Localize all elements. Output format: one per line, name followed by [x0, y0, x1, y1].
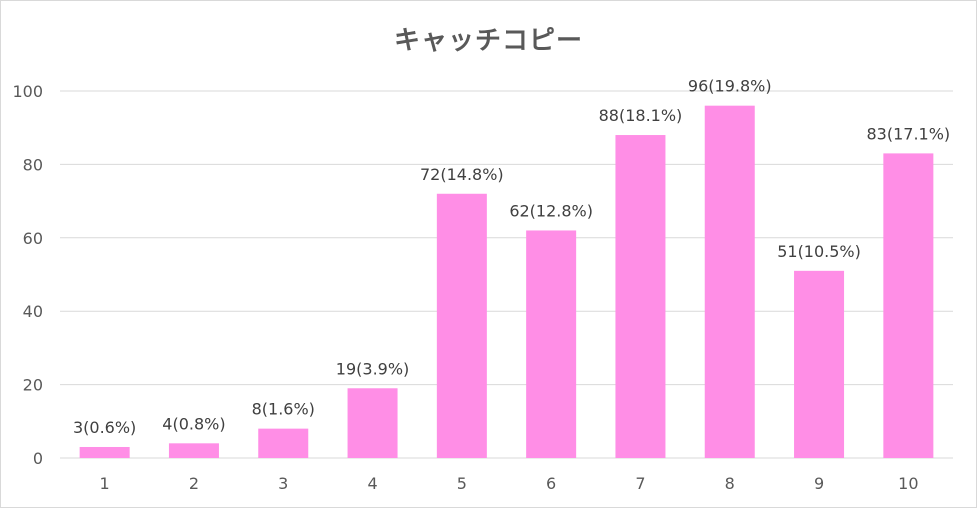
bar — [258, 428, 309, 458]
bar — [526, 230, 577, 458]
x-tick-label: 1 — [100, 474, 110, 493]
data-label: 96(19.8%) — [688, 77, 772, 96]
bar — [794, 270, 845, 458]
bar — [168, 443, 219, 458]
y-tick-label: 60 — [23, 229, 43, 248]
data-label: 51(10.5%) — [777, 242, 861, 261]
bar — [704, 105, 755, 459]
bar — [347, 388, 398, 458]
data-label: 88(18.1%) — [599, 106, 683, 125]
data-label: 72(14.8%) — [420, 165, 504, 184]
x-tick-label: 4 — [367, 474, 377, 493]
y-tick-label: 40 — [23, 302, 43, 321]
x-tick-label: 8 — [725, 474, 735, 493]
y-tick-label: 100 — [12, 82, 43, 101]
data-label: 8(1.6%) — [252, 400, 315, 419]
x-tick-label: 9 — [814, 474, 824, 493]
x-tick-label: 5 — [457, 474, 467, 493]
data-label: 19(3.9%) — [336, 359, 410, 378]
y-tick-label: 20 — [23, 376, 43, 395]
x-tick-label: 3 — [278, 474, 288, 493]
x-tick-label: 10 — [898, 474, 918, 493]
bar — [615, 135, 666, 459]
x-tick-label: 6 — [546, 474, 556, 493]
x-tick-label: 7 — [635, 474, 645, 493]
chart-title: キャッチコピー — [393, 26, 583, 56]
data-label: 4(0.8%) — [162, 414, 225, 433]
data-label: 3(0.6%) — [73, 418, 136, 437]
data-label: 83(17.1%) — [867, 124, 951, 143]
x-tick-label: 2 — [189, 474, 199, 493]
y-tick-label: 0 — [33, 449, 43, 468]
bar — [883, 153, 934, 458]
y-tick-label: 80 — [23, 155, 43, 174]
data-label: 62(12.8%) — [509, 201, 593, 220]
bar — [436, 193, 487, 458]
bar — [79, 446, 130, 458]
